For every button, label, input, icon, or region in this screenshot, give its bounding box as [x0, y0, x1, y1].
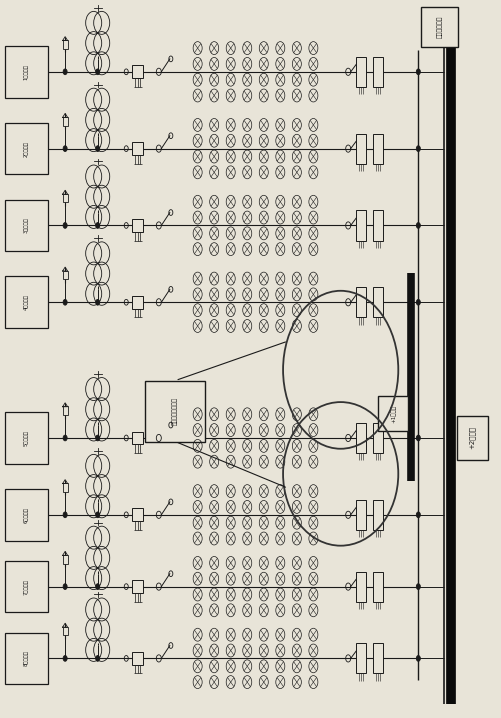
Bar: [373, 134, 383, 164]
Bar: [132, 65, 143, 78]
Circle shape: [416, 146, 420, 151]
Bar: [5, 412, 48, 464]
Circle shape: [96, 656, 100, 661]
Bar: [5, 123, 48, 174]
Circle shape: [96, 223, 100, 228]
Bar: [5, 561, 48, 612]
Bar: [356, 134, 366, 164]
Circle shape: [416, 584, 420, 589]
Text: 电解槽汇流排: 电解槽汇流排: [437, 16, 442, 38]
Circle shape: [63, 223, 67, 228]
Text: 5号整流机: 5号整流机: [24, 430, 29, 446]
Bar: [132, 219, 143, 232]
Bar: [132, 296, 143, 309]
Text: 8号整流机: 8号整流机: [24, 651, 29, 666]
Bar: [421, 7, 458, 47]
Bar: [373, 572, 383, 602]
Bar: [373, 500, 383, 530]
Circle shape: [416, 656, 420, 661]
Bar: [63, 406, 68, 415]
Bar: [5, 200, 48, 251]
Bar: [63, 194, 68, 202]
Text: 3号整流机: 3号整流机: [24, 218, 29, 233]
Bar: [63, 40, 68, 49]
Bar: [132, 508, 143, 521]
Bar: [356, 572, 366, 602]
Circle shape: [416, 223, 420, 228]
Text: +1正母线: +1正母线: [390, 404, 396, 423]
Circle shape: [63, 584, 67, 589]
Text: +2正母线: +2正母线: [469, 426, 476, 449]
Bar: [356, 643, 366, 673]
Bar: [356, 287, 366, 317]
Bar: [5, 633, 48, 684]
Bar: [132, 142, 143, 155]
Bar: [132, 652, 143, 665]
Circle shape: [96, 146, 100, 151]
Text: 2号整流机: 2号整流机: [24, 141, 29, 157]
Circle shape: [96, 435, 100, 441]
Bar: [373, 210, 383, 241]
Circle shape: [63, 299, 67, 305]
Circle shape: [63, 435, 67, 441]
Circle shape: [416, 512, 420, 518]
Bar: [63, 483, 68, 492]
Bar: [356, 500, 366, 530]
Bar: [356, 423, 366, 453]
Bar: [5, 489, 48, 541]
Bar: [5, 276, 48, 328]
Circle shape: [96, 69, 100, 75]
Bar: [63, 117, 68, 126]
Text: 7号整流机: 7号整流机: [24, 579, 29, 595]
Circle shape: [416, 435, 420, 441]
Bar: [457, 416, 488, 460]
Text: 4号整流机: 4号整流机: [24, 294, 29, 310]
Bar: [373, 423, 383, 453]
Bar: [356, 57, 366, 87]
Bar: [132, 432, 143, 444]
Bar: [373, 57, 383, 87]
Text: 互相切换调度控制: 互相切换调度控制: [172, 397, 178, 425]
Bar: [378, 396, 408, 431]
Bar: [63, 627, 68, 635]
Circle shape: [63, 146, 67, 151]
Circle shape: [96, 584, 100, 589]
Bar: [373, 643, 383, 673]
Circle shape: [63, 656, 67, 661]
Circle shape: [63, 512, 67, 518]
Bar: [63, 271, 68, 279]
Circle shape: [96, 299, 100, 305]
Bar: [132, 580, 143, 593]
Bar: [145, 381, 205, 442]
Bar: [63, 555, 68, 564]
Circle shape: [416, 69, 420, 75]
Bar: [373, 287, 383, 317]
Circle shape: [416, 299, 420, 305]
Circle shape: [63, 69, 67, 75]
Circle shape: [96, 512, 100, 518]
Bar: [5, 46, 48, 98]
Text: 1号整流机: 1号整流机: [24, 64, 29, 80]
Bar: [356, 210, 366, 241]
Text: 6号整流机: 6号整流机: [24, 507, 29, 523]
